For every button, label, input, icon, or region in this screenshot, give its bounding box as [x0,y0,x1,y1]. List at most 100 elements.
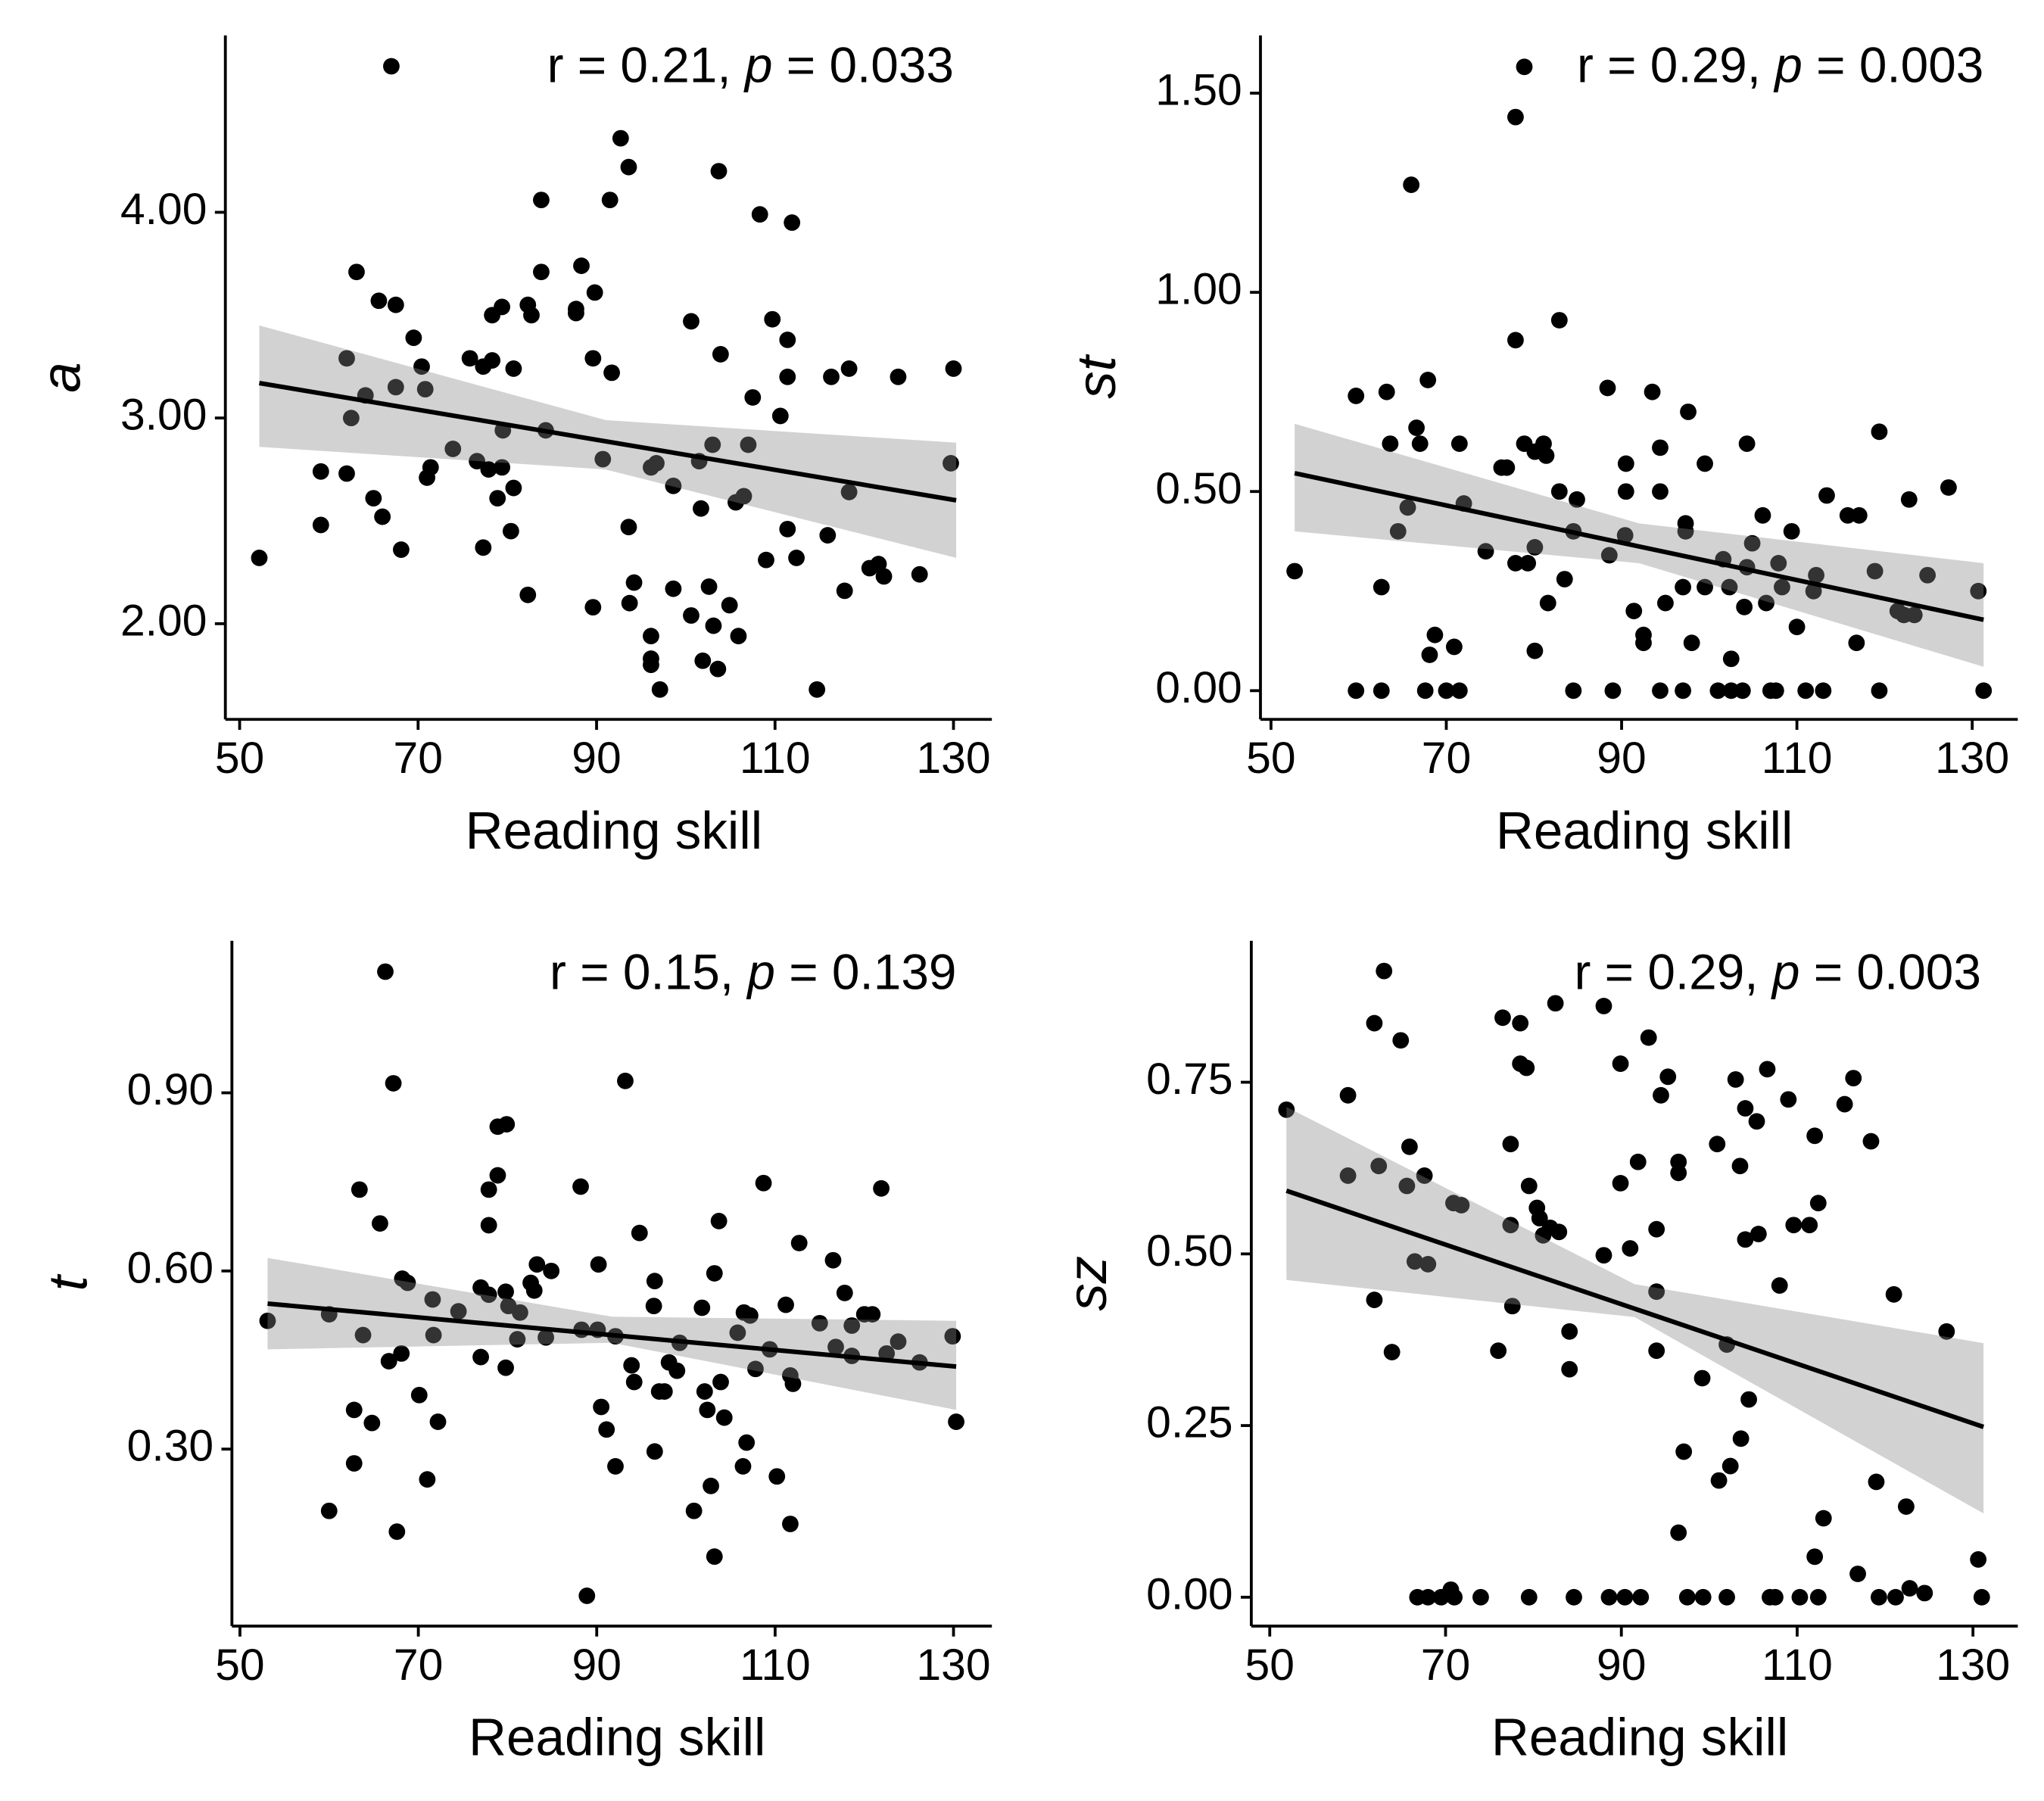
point [1502,1136,1519,1153]
point [1727,1071,1744,1088]
x-tick-label: 130 [1935,734,2009,783]
point [1770,555,1787,572]
point [1538,447,1555,464]
point [1565,682,1582,700]
point [338,465,355,482]
point [594,450,612,468]
point [351,1181,368,1198]
point [1973,1588,1990,1606]
point [1453,1197,1470,1214]
point [1399,499,1416,516]
point [890,1333,907,1351]
y-tick-label: 0.60 [127,1243,213,1292]
point [1616,527,1634,544]
point [709,660,727,678]
point [704,436,721,453]
point [312,463,329,480]
point [1740,1391,1757,1408]
point [1600,1588,1618,1606]
point [365,490,382,507]
point [656,1383,673,1400]
point [1675,578,1691,596]
point [1809,1588,1827,1606]
point [1743,534,1761,552]
point [873,1179,890,1197]
annotation-r: r = 0.21, [547,37,731,93]
point [568,301,584,318]
point [1378,383,1395,400]
point [1520,1177,1538,1195]
x-tick-label: 50 [215,1641,264,1690]
point [1750,1226,1767,1242]
point [1839,506,1856,524]
point [1657,594,1674,612]
point [1450,435,1468,453]
point [1477,543,1494,560]
point [843,1317,861,1334]
point [1731,1158,1749,1175]
point [705,617,722,634]
point [1791,1588,1809,1606]
y-tick-label: 0.90 [127,1065,213,1114]
x-tick-label: 110 [1762,1641,1833,1690]
annotation-p-symbol: p [1771,944,1800,1000]
point [1507,555,1524,572]
point [1809,1195,1827,1212]
point [751,206,768,223]
x-tick-label: 50 [1246,734,1295,783]
point [1801,1217,1818,1234]
point [1376,962,1393,980]
point [1616,1588,1634,1606]
point [870,556,887,572]
point [1516,58,1533,76]
point [584,599,602,616]
point [836,582,853,600]
point [354,1326,372,1344]
point [1737,1231,1754,1248]
point [1612,1174,1629,1192]
point [387,379,404,396]
point [1539,594,1556,612]
point [706,1265,723,1282]
point [1438,682,1455,700]
point [1373,578,1390,596]
point [537,1329,554,1346]
point [911,566,928,583]
point [1653,1086,1669,1104]
point [1916,1584,1933,1602]
point [598,1421,615,1438]
point [593,1398,610,1416]
point [573,257,590,274]
point [387,296,404,313]
point [824,1251,842,1269]
point [590,1256,607,1273]
point [1348,682,1365,700]
fit-line [1285,1189,1985,1429]
x-tick-label: 90 [1597,1641,1646,1690]
y-tick-label: 1.50 [1155,66,1242,115]
point [512,1304,528,1321]
point [740,436,757,453]
point [694,652,712,669]
point [1648,1283,1665,1301]
point [1710,1472,1728,1489]
point [1507,332,1524,349]
point [1612,1055,1629,1072]
point [646,1273,663,1290]
point [1652,439,1669,456]
point [683,313,700,330]
x-tick-label: 50 [1245,1641,1295,1690]
point [1416,1167,1433,1184]
x-tick-label: 90 [572,1641,622,1690]
annotation: r = 0.21, p = 0.033 [547,37,954,93]
point [525,1282,543,1299]
annotation-r: r = 0.29, [1575,944,1759,1000]
y-tick-label: 0.00 [1146,1569,1233,1619]
point [777,1296,794,1313]
point [1721,578,1738,596]
y-tick-label: 3.00 [120,391,207,440]
point [1868,1473,1885,1491]
point [601,192,618,209]
point [377,963,394,980]
annotation-p-symbol: p [746,944,775,1000]
